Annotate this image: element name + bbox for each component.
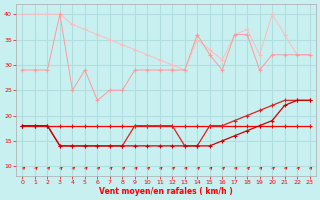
X-axis label: Vent moyen/en rafales ( km/h ): Vent moyen/en rafales ( km/h ) (99, 187, 233, 196)
